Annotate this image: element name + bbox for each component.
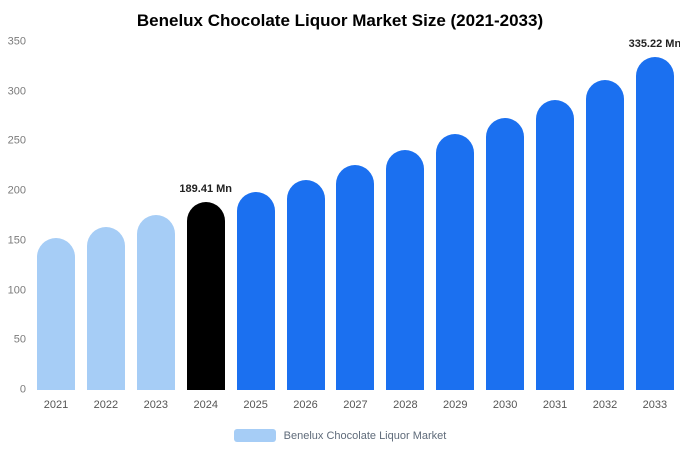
bar-column: 2032 bbox=[585, 42, 624, 411]
bar-2032[interactable] bbox=[585, 79, 624, 390]
bar-2028[interactable] bbox=[386, 150, 425, 390]
y-axis: 0 50 100 150 200 250 300 350 bbox=[0, 36, 30, 395]
x-axis-label: 2022 bbox=[93, 399, 119, 411]
bars: 2021 2022 2023 189.41 Mn 2024 2025 2026 2027 202… bbox=[37, 38, 680, 411]
x-axis-label: 2021 bbox=[43, 399, 69, 411]
bar-2029[interactable] bbox=[436, 134, 475, 390]
legend-swatch bbox=[233, 429, 276, 442]
bar-column: 2021 bbox=[37, 42, 75, 411]
bar-2026[interactable] bbox=[286, 180, 325, 390]
y-tick-label: 100 bbox=[7, 284, 26, 297]
bar-column: 2026 bbox=[286, 42, 325, 411]
bar-column: 189.41 Mn 2024 bbox=[179, 42, 232, 411]
data-label: 335.22 Mn bbox=[628, 37, 680, 50]
bar-column: 2025 bbox=[236, 42, 275, 411]
y-tick-label: 350 bbox=[7, 35, 26, 48]
data-label: 189.41 Mn bbox=[179, 182, 233, 195]
bar-2021[interactable] bbox=[37, 237, 75, 390]
bar-column: 2022 bbox=[86, 42, 125, 411]
x-axis-label: 2023 bbox=[143, 399, 169, 411]
y-tick-label: 50 bbox=[13, 333, 26, 346]
bar-column: 2027 bbox=[336, 42, 375, 411]
x-axis-label: 2027 bbox=[343, 399, 368, 411]
y-tick-label: 150 bbox=[7, 234, 26, 247]
bar-column: 2029 bbox=[436, 42, 475, 411]
x-axis-label: 2029 bbox=[443, 399, 468, 411]
legend-label: Benelux Chocolate Liquor Market bbox=[283, 429, 447, 442]
bar-2031[interactable] bbox=[536, 99, 575, 390]
bar-2030[interactable] bbox=[486, 117, 525, 390]
bar-column: 2023 bbox=[136, 42, 175, 411]
y-tick-label: 250 bbox=[7, 134, 26, 147]
x-axis-label: 2032 bbox=[592, 399, 618, 411]
x-axis-label: 2033 bbox=[642, 399, 668, 411]
bar-column: 2031 bbox=[536, 42, 575, 411]
plot-area: 2021 2022 2023 189.41 Mn 2024 2025 2026 2027 202… bbox=[37, 38, 680, 411]
x-axis-label: 2024 bbox=[193, 399, 218, 411]
x-axis-label: 2031 bbox=[542, 399, 568, 411]
y-tick-label: 0 bbox=[19, 383, 26, 396]
bar-2025[interactable] bbox=[236, 192, 275, 390]
bar-column: 2028 bbox=[386, 42, 425, 411]
x-axis-label: 2030 bbox=[492, 399, 518, 411]
legend-item[interactable]: Benelux Chocolate Liquor Market bbox=[0, 429, 680, 442]
bar-column: 2030 bbox=[486, 42, 525, 411]
bar-2022[interactable] bbox=[86, 226, 125, 390]
y-tick-label: 200 bbox=[7, 184, 26, 197]
x-axis-label: 2028 bbox=[393, 399, 418, 411]
chart-title: Benelux Chocolate Liquor Market Size (20… bbox=[136, 11, 544, 30]
y-tick-label: 300 bbox=[7, 85, 26, 98]
bar-2024[interactable] bbox=[186, 201, 225, 390]
bar-column: 335.22 Mn 2033 bbox=[629, 38, 680, 411]
x-axis-label: 2025 bbox=[243, 399, 268, 411]
bar-2033[interactable] bbox=[635, 56, 674, 390]
bar-2023[interactable] bbox=[136, 215, 175, 390]
bar-2027[interactable] bbox=[336, 165, 375, 390]
x-axis-label: 2026 bbox=[293, 399, 318, 411]
